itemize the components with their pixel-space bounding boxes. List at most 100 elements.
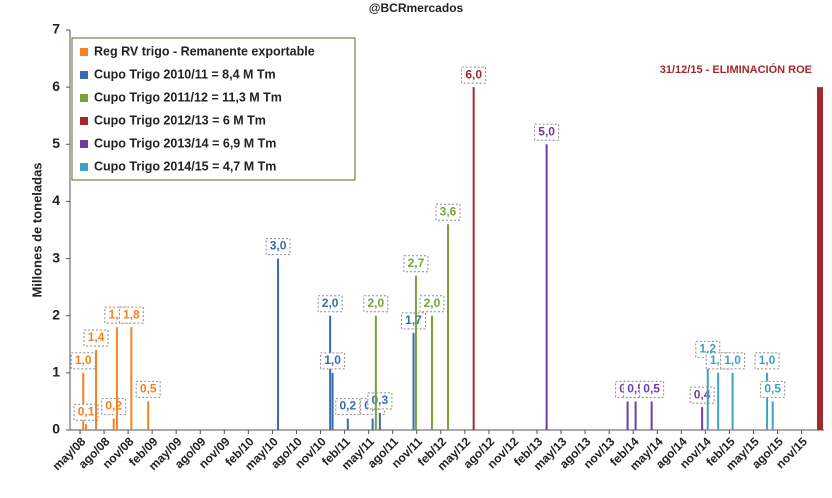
bar (706, 361, 709, 430)
data-label-box (419, 295, 445, 313)
bar (130, 327, 133, 430)
legend-label: Cupo Trigo 2011/12 = 11,3 M Tm (94, 90, 282, 104)
data-label: 3,0 (265, 238, 291, 256)
data-label-box (320, 352, 346, 370)
data-label-text: 2,7 (408, 256, 425, 270)
data-label-text: 5,0 (538, 124, 555, 138)
data-label: 1,7 (401, 312, 427, 330)
bar (331, 372, 334, 430)
data-label-box (461, 66, 487, 84)
bar (771, 401, 774, 430)
bar (82, 372, 85, 430)
legend-swatch (80, 117, 88, 125)
data-label-box (403, 255, 429, 273)
annotation: 31/12/15 - ELIMINACIÓN ROE (660, 63, 812, 76)
bar (378, 412, 381, 430)
bar (346, 418, 349, 430)
data-label-box (335, 398, 361, 416)
y-tick-label: 3 (52, 249, 60, 265)
legend-swatch (80, 94, 88, 102)
bar (414, 275, 417, 430)
data-label-text: 0,5 (643, 382, 660, 396)
data-label-text: 1,2 (699, 342, 716, 356)
data-label-text: 0,5 (140, 382, 157, 396)
y-tick-label: 0 (52, 421, 60, 437)
bar (371, 418, 374, 430)
data-label: 2,0 (363, 295, 389, 313)
legend-label: Cupo Trigo 2012/13 = 6 M Tm (94, 113, 266, 127)
data-label-text: 1,7 (405, 313, 422, 327)
legend-label: Reg RV trigo - Remanente exportable (94, 44, 315, 58)
data-label-box (754, 352, 780, 370)
data-label-text: 0,4 (694, 387, 711, 401)
data-label: 5,0 (534, 123, 560, 141)
data-label-text: 0,1 (78, 404, 95, 418)
bar (650, 401, 653, 430)
bar (147, 401, 150, 430)
legend: Reg RV trigo - Remanente exportable Cupo … (71, 37, 356, 181)
bar (329, 315, 332, 430)
data-label-text: 0,2 (105, 399, 122, 413)
bar (545, 144, 548, 431)
data-label-text: 0,5 (764, 382, 781, 396)
data-label: 0,5 (639, 380, 665, 398)
data-label: 0,2 (335, 398, 361, 416)
data-label: 0,5 (760, 380, 786, 398)
bar (472, 87, 475, 431)
data-label-text: 0,3 (372, 393, 389, 407)
data-label: 1,8 (118, 306, 144, 324)
data-label-box (720, 352, 746, 370)
legend-swatch (80, 48, 88, 56)
data-label: 2,7 (403, 255, 429, 273)
data-label-box (265, 238, 291, 256)
data-label: 0,3 (367, 392, 393, 410)
data-label-text: 2,0 (368, 296, 385, 310)
data-label-text: 3,6 (440, 204, 457, 218)
data-label: 0,5 (135, 380, 161, 398)
bar (626, 401, 629, 430)
data-label-box (83, 329, 109, 347)
legend-label: Cupo Trigo 2010/11 = 8,4 M Tm (94, 67, 276, 81)
data-label: 1,0 (70, 352, 96, 370)
data-label-box (534, 123, 560, 141)
y-tick-label: 5 (52, 135, 60, 151)
y-tick-label: 1 (52, 364, 60, 380)
legend-label: Cupo Trigo 2013/14 = 6,9 M Tm (94, 136, 276, 150)
data-label-text: 6,0 (465, 67, 482, 81)
data-label-box (435, 203, 461, 221)
bar (85, 424, 88, 430)
data-label-text: 1,4 (88, 330, 105, 344)
bar (731, 372, 734, 430)
data-label-box (135, 380, 161, 398)
bar (766, 372, 769, 430)
data-label-text: 2,0 (322, 296, 339, 310)
legend-box (71, 37, 356, 181)
data-label-text: 1,0 (324, 353, 341, 367)
bar (717, 372, 720, 430)
data-label-text: 1,8 (123, 307, 140, 321)
y-axis-label: Millones de toneladas (29, 162, 44, 297)
data-label: 3,6 (435, 203, 461, 221)
y-tick-label: 6 (52, 78, 60, 94)
data-label-box (639, 380, 665, 398)
bar (115, 327, 118, 430)
data-label: 1,0 (320, 352, 346, 370)
data-label: 0,2 (101, 398, 127, 416)
bar (430, 315, 433, 430)
data-label-box (118, 306, 144, 324)
data-label-box (760, 380, 786, 398)
data-label: 1,0 (720, 352, 746, 370)
bar (701, 407, 704, 430)
data-label-text: 2,0 (424, 296, 441, 310)
legend-swatch (80, 140, 88, 148)
legend-swatch (80, 163, 88, 171)
bar (374, 315, 377, 430)
bar (634, 401, 637, 430)
data-label: 6,0 (461, 66, 487, 84)
data-label-box (317, 295, 343, 313)
bar (412, 332, 415, 430)
chart-title: @BCRmercados (369, 1, 464, 15)
data-label-box (367, 392, 393, 410)
data-label: 1,4 (83, 329, 109, 347)
